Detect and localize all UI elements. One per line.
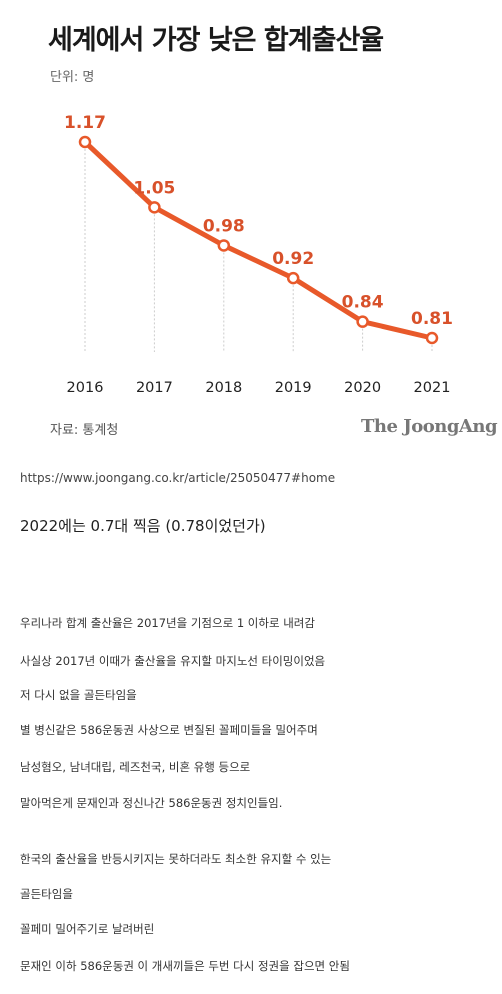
fertility-line-chart: 1.17 1.05 0.98 0.92 0.84 0.81 2016 2017 2018 2019… — [64, 113, 453, 396]
data-label: 0.98 — [203, 216, 245, 236]
post-line: 별 병신같은 586운동권 사상으로 변질된 꼴페미들을 밀어주며 — [20, 723, 318, 737]
x-tick-label: 2019 — [275, 380, 312, 396]
post-line: 한국의 출산율을 반등시키지는 못하더라도 최소한 유지할 수 있는 — [20, 852, 332, 866]
data-label: 0.84 — [342, 293, 384, 313]
source-label: 자료: 통계청 — [50, 423, 119, 438]
article-url: https://www.joongang.co.kr/article/25050… — [20, 471, 336, 485]
x-tick-label: 2016 — [67, 380, 104, 396]
post-comment: 2022에는 0.7대 찍음 (0.78이었던가) — [20, 517, 266, 535]
series-line — [82, 139, 435, 341]
data-point — [286, 271, 300, 285]
data-label: 0.92 — [272, 249, 314, 269]
data-point — [356, 315, 369, 328]
unit-label: 단위: 명 — [50, 70, 95, 85]
data-point — [217, 239, 231, 252]
data-point — [425, 331, 439, 345]
post-line: 우리나라 합계 출산율은 2017년을 기점으로 1 이하로 내려감 — [20, 616, 315, 630]
x-tick-label: 2018 — [205, 380, 242, 396]
data-label: 0.81 — [411, 309, 453, 329]
x-tick-label: 2020 — [344, 380, 381, 396]
data-point — [78, 135, 92, 149]
joongang-logo: The JoongAng — [361, 416, 498, 437]
data-point — [148, 201, 161, 214]
x-tick-label: 2021 — [414, 380, 451, 396]
post-line: 골든타임을 — [20, 887, 73, 901]
data-label: 1.05 — [133, 178, 175, 198]
chart-title: 세계에서 가장 낮은 합계출산율 — [48, 25, 384, 56]
post-line: 말아먹은게 문재인과 정신나간 586운동권 정치인들임. — [20, 796, 283, 810]
post-line: 꼴페미 밀어주기로 날려버린 — [20, 922, 155, 936]
data-label: 1.17 — [64, 113, 106, 133]
post-line: 문재인 이하 586운동권 이 개새끼들은 두번 다시 정권을 잡으면 안됨 — [20, 959, 350, 973]
post-line: 사실상 2017년 이때가 출산율을 유지할 마지노선 타이밍이었음 — [20, 654, 326, 668]
x-tick-label: 2017 — [136, 380, 173, 396]
post-line: 남성혐오, 남녀대립, 레즈천국, 비혼 유행 등으로 — [20, 760, 251, 774]
post-line: 저 다시 없을 골든타임을 — [20, 688, 137, 702]
